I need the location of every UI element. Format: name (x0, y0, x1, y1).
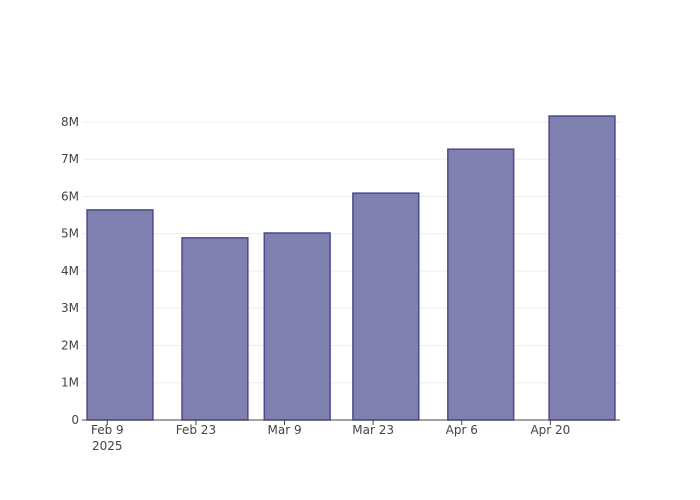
y-tick-label: 8M (61, 115, 79, 129)
y-tick-label: 7M (61, 152, 79, 166)
y-tick-label: 5M (61, 227, 79, 241)
y-tick-label: 3M (61, 301, 79, 315)
y-tick-label: 2M (61, 338, 79, 352)
bar (86, 209, 154, 421)
x-tick-label: Feb 9 2025 (91, 423, 124, 453)
bar (263, 232, 331, 421)
y-tick-label: 6M (61, 189, 79, 203)
bar (181, 237, 249, 421)
bar (447, 148, 515, 421)
x-tick-label: Apr 20 (530, 423, 570, 437)
y-tick-label: 1M (61, 376, 79, 390)
bar (352, 192, 420, 421)
y-tick-label: 4M (61, 264, 79, 278)
x-tick-label: Apr 6 (446, 423, 478, 437)
x-tick-label: Mar 23 (352, 423, 394, 437)
bar (548, 115, 616, 421)
x-tick-label: Mar 9 (267, 423, 301, 437)
x-tick-label: Feb 23 (176, 423, 216, 437)
y-tick-label: 0 (71, 413, 79, 427)
